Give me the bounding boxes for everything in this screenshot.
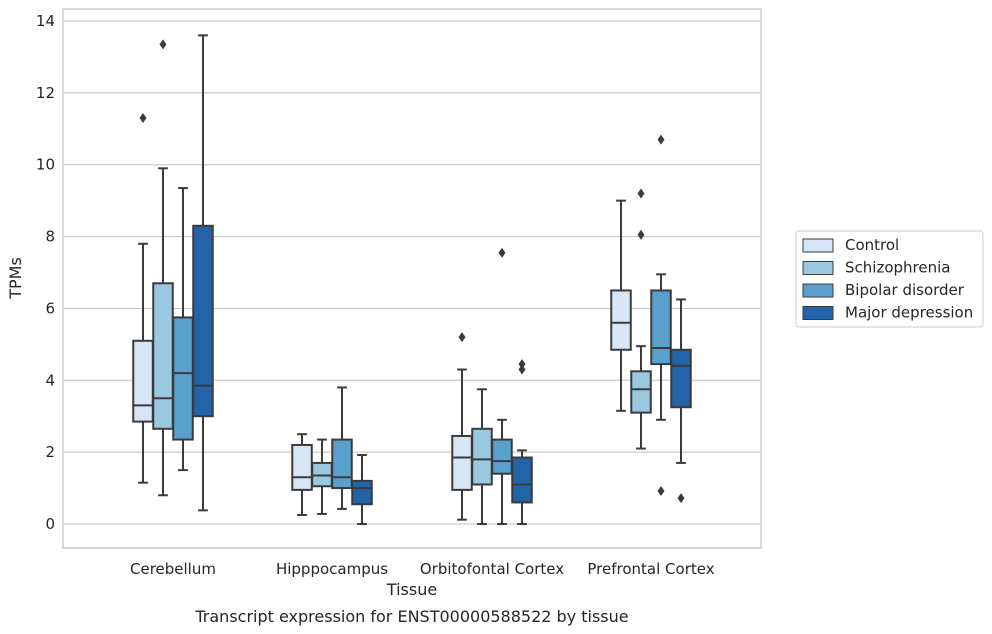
box-schizophrenia <box>471 388 493 525</box>
box-body <box>291 443 313 491</box>
box-body <box>610 289 632 351</box>
outlier-point <box>458 332 466 343</box>
box-body <box>650 289 672 366</box>
box-major-depression <box>192 34 214 512</box>
legend-swatch <box>802 238 834 253</box>
box-body <box>630 370 652 414</box>
tick-labels: 0 2 4 6 8 10 12 14 Cerebellum Hipppocampus Orbitof… <box>36 12 715 578</box>
box-control <box>132 113 154 484</box>
y-tick-label: 6 <box>45 299 55 317</box>
box-body <box>511 456 533 504</box>
x-tick-label: Cerebellum <box>130 560 216 578</box>
box-major-depression <box>351 454 373 525</box>
outlier-point <box>637 229 645 240</box>
legend-swatch <box>802 306 834 320</box>
legend-frame <box>795 230 984 328</box>
y-tick-label: 12 <box>36 84 55 102</box>
x-tick-label: Prefrontal Cortex <box>587 560 714 578</box>
outlier-point <box>498 247 506 258</box>
box-body <box>172 316 194 441</box>
y-tick-label: 14 <box>36 12 55 30</box>
box-body <box>132 339 154 423</box>
box-control <box>451 332 473 521</box>
box-bipolar-disorder <box>650 134 672 496</box>
box-major-depression <box>670 298 692 504</box>
outlier-point <box>677 493 685 504</box>
box-body <box>670 348 692 409</box>
y-tick-label: 10 <box>36 156 55 174</box>
box-body <box>451 434 473 491</box>
outlier-point <box>637 188 645 199</box>
box-body <box>471 427 493 486</box>
boxes-layer <box>132 34 692 525</box>
chart-caption: Transcript expression for ENST0000058852… <box>194 607 628 626</box>
box-body <box>152 282 174 430</box>
legend-label: Control <box>845 236 899 254</box>
box-schizophrenia <box>311 438 333 515</box>
legend-swatch <box>802 283 834 298</box>
y-tick-label: 4 <box>45 371 55 389</box>
box-bipolar-disorder <box>331 386 353 510</box>
box-control <box>291 433 313 517</box>
plot-area <box>63 9 761 548</box>
outlier-point <box>518 364 526 375</box>
y-tick-label: 0 <box>45 515 55 533</box>
legend-swatch <box>802 261 834 275</box>
legend-label: Schizophrenia <box>845 259 950 277</box>
box-bipolar-disorder <box>491 247 513 525</box>
plot-frame <box>62 8 762 549</box>
box-major-depression <box>511 359 533 525</box>
box-body <box>351 479 373 506</box>
y-tick-label: 8 <box>45 228 55 246</box>
box-body <box>331 438 353 490</box>
outlier-point <box>657 134 665 145</box>
box-schizophrenia <box>630 188 652 450</box>
legend-label: Bipolar disorder <box>845 281 965 299</box>
outlier-point <box>139 113 147 124</box>
y-tick-label: 2 <box>45 443 55 461</box>
box-body <box>192 224 214 418</box>
x-axis-label: Tissue <box>386 580 437 599</box>
box-bipolar-disorder <box>172 187 194 472</box>
box-body <box>491 438 513 475</box>
x-tick-label: Hipppocampus <box>276 560 388 578</box>
outlier-point <box>657 485 665 496</box>
outlier-point <box>518 359 526 370</box>
outlier-point <box>159 39 167 50</box>
legend: Control Schizophrenia Bipolar disorder Majo… <box>795 230 984 328</box>
y-axis-label: TPMs <box>6 257 25 300</box>
legend-label: Major depression <box>845 304 973 322</box>
x-tick-label: Orbitofontal Cortex <box>420 560 564 578</box>
box-control <box>610 199 632 412</box>
